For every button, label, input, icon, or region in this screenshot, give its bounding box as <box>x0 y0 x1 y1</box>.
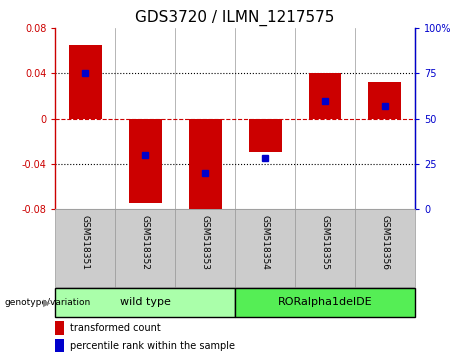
Text: GSM518352: GSM518352 <box>141 215 150 270</box>
Text: percentile rank within the sample: percentile rank within the sample <box>70 341 235 350</box>
Text: GSM518354: GSM518354 <box>260 215 270 270</box>
Bar <box>235 209 295 287</box>
Bar <box>69 45 102 119</box>
Bar <box>55 321 65 335</box>
Text: GSM518353: GSM518353 <box>201 215 210 270</box>
Text: transformed count: transformed count <box>70 323 160 333</box>
Bar <box>175 209 235 287</box>
Bar <box>235 288 415 317</box>
Bar <box>129 119 162 203</box>
Bar <box>368 82 402 119</box>
Text: ▶: ▶ <box>43 298 51 308</box>
Text: genotype/variation: genotype/variation <box>5 298 91 307</box>
Bar <box>248 119 282 153</box>
Bar <box>295 209 355 287</box>
Bar <box>55 339 65 352</box>
Text: RORalpha1delDE: RORalpha1delDE <box>278 297 372 307</box>
Bar <box>55 209 115 287</box>
Text: wild type: wild type <box>120 297 171 307</box>
Text: GSM518356: GSM518356 <box>380 215 390 270</box>
Text: GSM518355: GSM518355 <box>320 215 330 270</box>
Bar <box>355 209 415 287</box>
Bar <box>189 119 222 215</box>
Bar <box>308 73 342 119</box>
Text: GSM518351: GSM518351 <box>81 215 90 270</box>
Bar <box>55 288 235 317</box>
Bar <box>115 209 175 287</box>
Title: GDS3720 / ILMN_1217575: GDS3720 / ILMN_1217575 <box>136 9 335 25</box>
